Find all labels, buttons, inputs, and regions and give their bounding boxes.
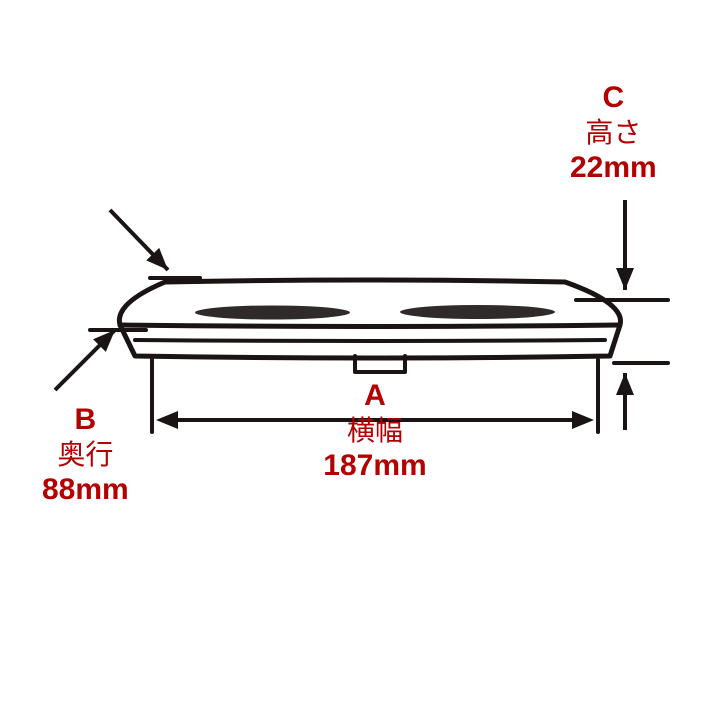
dim-b-name: 奥行 — [42, 438, 129, 472]
dim-a-name: 横幅 — [188, 414, 562, 448]
dim-c-value: 22mm — [570, 150, 657, 186]
dim-c-letter: C — [570, 80, 657, 116]
dim-b-letter: B — [42, 402, 129, 438]
dim-c-block: C 高さ 22mm — [570, 80, 657, 186]
dimension-diagram: A 横幅 187mm B 奥行 88mm C 高さ 22mm — [0, 0, 720, 720]
dim-a-letter: A — [188, 378, 562, 414]
dim-b-block: B 奥行 88mm — [42, 402, 129, 508]
dim-a-block: A 横幅 187mm — [188, 378, 562, 484]
dim-b-value: 88mm — [42, 472, 129, 508]
dim-c-name: 高さ — [570, 116, 657, 150]
dim-a-value: 187mm — [188, 448, 562, 484]
